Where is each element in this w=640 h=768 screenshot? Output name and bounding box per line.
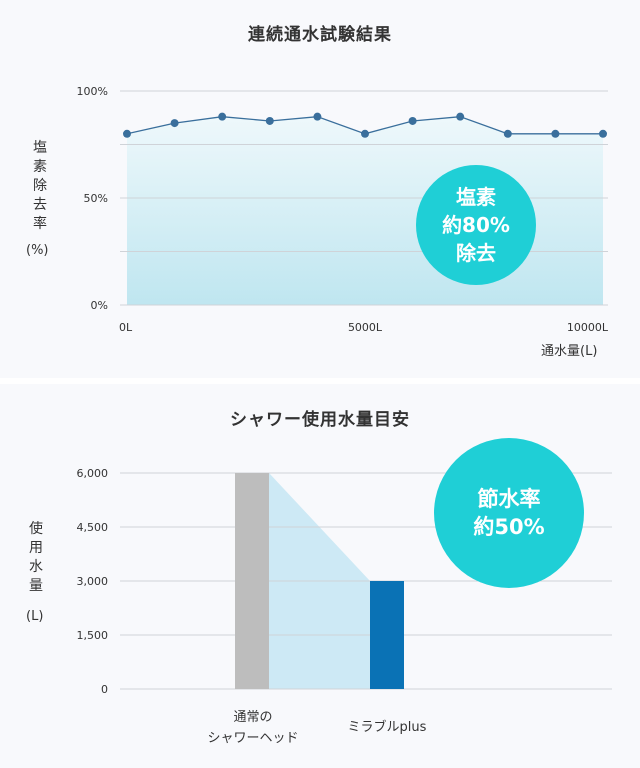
water-usage-panel: シャワー使用水量目安 0 1,500 3,000 4,500 6,000 使 用 水 量… (0, 384, 640, 768)
data-point (313, 112, 322, 121)
y-tick-label: 1,500 (77, 629, 109, 642)
y-tick-label: 0 (101, 683, 108, 696)
badge-line: 約50% (473, 515, 545, 539)
panel-separator (0, 378, 640, 384)
data-point (408, 116, 417, 125)
data-point (361, 129, 369, 138)
badge-line: 除去 (456, 241, 496, 265)
badge-line: 塩素 (456, 185, 496, 209)
y-label-char: 用 (29, 540, 43, 556)
data-point (456, 112, 465, 121)
chart1-y-axis-label: 塩 素 除 去 率 (30, 139, 50, 234)
chlorine-removal-chart: 0% 50% 100% 0L 5000L 10000L (77, 85, 609, 334)
chlorine-removal-panel: 連続通水試験結果 0% 50% 100% 0L 5000L 10000L 塩 素 除 去 … (0, 0, 640, 378)
y-label-char: 率 (33, 216, 47, 232)
badge-line: 約80% (442, 213, 510, 237)
data-point (170, 119, 179, 128)
badge-line: 節水率 (477, 487, 541, 511)
y-label-char: 除 (33, 178, 47, 194)
y-label-char: 去 (33, 197, 47, 213)
x-category-label-mirable: ミラブルplus (327, 717, 447, 738)
data-point (218, 112, 227, 121)
category-line: 通常の (233, 710, 273, 725)
category-line: ミラブルplus (347, 720, 427, 735)
y-label-char: 水 (29, 559, 43, 575)
y-tick-label: 6,000 (77, 467, 109, 480)
data-point (551, 129, 560, 138)
bar-mirable-plus (370, 581, 404, 689)
data-point (503, 129, 512, 138)
chart1-title: 連続通水試験結果 (248, 25, 392, 45)
y-tick-label: 4,500 (77, 521, 109, 534)
chart1-x-axis-label: 通水量(L) (541, 344, 598, 359)
water-saving-badge: 節水率 約50% (434, 438, 584, 588)
x-tick-label: 10000L (567, 321, 609, 334)
y-tick-label: 50% (84, 192, 108, 205)
data-point (599, 129, 607, 138)
bar-standard-showerhead (235, 473, 269, 689)
data-point (123, 129, 131, 138)
y-label-char: 塩 (33, 140, 47, 156)
chart2-y-axis-label: 使 用 水 量 (26, 520, 46, 596)
y-tick-label: 100% (77, 85, 108, 98)
chart2-y-unit: (L) (26, 609, 44, 624)
data-point (265, 116, 274, 125)
y-tick-label: 0% (91, 299, 108, 312)
y-label-char: 素 (33, 159, 47, 175)
category-line: シャワーヘッド (207, 731, 299, 746)
y-label-char: 量 (29, 578, 43, 594)
x-tick-label: 0L (119, 321, 133, 334)
x-tick-label: 5000L (348, 321, 383, 334)
chart2-title: シャワー使用水量目安 (230, 410, 410, 430)
chart1-y-unit: (%) (26, 243, 49, 258)
chlorine-removal-badge: 塩素 約80% 除去 (416, 165, 536, 285)
y-label-char: 使 (29, 521, 43, 537)
x-category-label-standard: 通常の シャワーヘッド (198, 707, 308, 749)
y-tick-label: 3,000 (77, 575, 109, 588)
